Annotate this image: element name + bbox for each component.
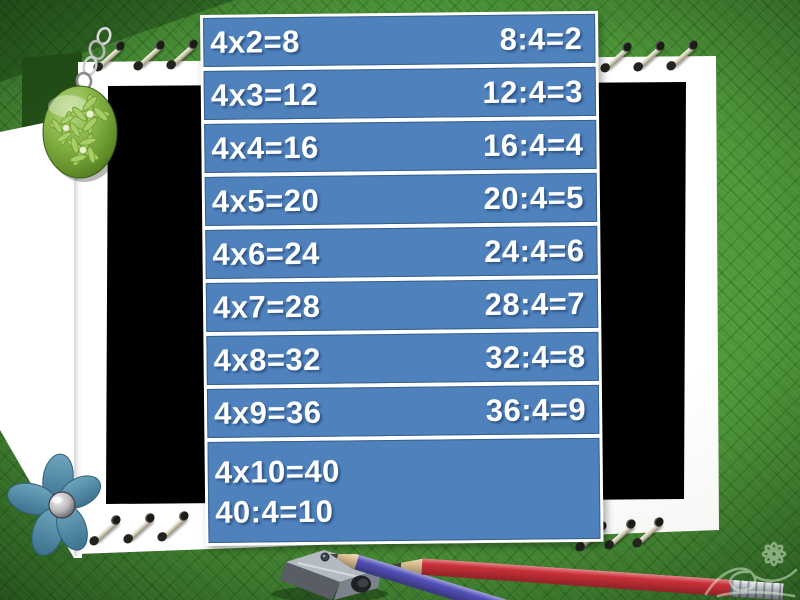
table-row: 4x9=36 36:4=9 xyxy=(206,384,600,438)
green-charm-pendant-icon xyxy=(42,26,122,182)
division-fact: 40:4=10 xyxy=(215,493,334,530)
table-row: 4x3=12 12:4=3 xyxy=(203,66,597,120)
multiplication-fact: 4x6=24 xyxy=(212,235,320,272)
multiplication-fact: 4x5=20 xyxy=(211,182,320,219)
table-row-last: 4x10=40 40:4=10 xyxy=(207,437,601,543)
table-row: 4x4=16 16:4=4 xyxy=(204,119,597,173)
multiplication-fact: 4x4=16 xyxy=(211,129,319,166)
table-row: 4x2=8 8:4=2 xyxy=(203,13,596,67)
table-row: 4x7=28 28:4=7 xyxy=(205,278,599,332)
division-fact: 36:4=9 xyxy=(485,391,587,428)
table-row: 4x5=20 20:4=5 xyxy=(204,172,598,226)
multiplication-fact: 4x2=8 xyxy=(210,23,301,60)
multiplication-fact: 4x10=40 xyxy=(214,453,341,490)
multiplication-fact: 4x7=28 xyxy=(212,288,321,325)
times-table: 4x2=8 8:4=2 4x3=12 12:4=3 4x4=16 16:4=4 4x5=20… xyxy=(200,10,604,546)
division-fact: 28:4=7 xyxy=(484,285,586,322)
multiplication-fact: 4x9=36 xyxy=(213,394,322,431)
division-fact: 20:4=5 xyxy=(483,179,585,216)
blue-flower-icon xyxy=(7,453,102,556)
division-fact: 24:4=6 xyxy=(483,232,585,269)
division-fact: 32:4=8 xyxy=(485,338,586,375)
corner-flourish-icon xyxy=(704,541,798,598)
division-fact: 8:4=2 xyxy=(499,20,583,57)
multiplication-fact: 4x3=12 xyxy=(210,76,319,113)
multiplication-fact: 4x8=32 xyxy=(213,341,322,378)
division-fact: 16:4=4 xyxy=(482,126,584,163)
table-row: 4x8=32 32:4=8 xyxy=(206,331,599,385)
table-row: 4x6=24 24:4=6 xyxy=(205,225,598,279)
paper-seam xyxy=(74,118,84,556)
pencil-sharpener-icon xyxy=(272,550,388,600)
division-fact: 12:4=3 xyxy=(482,73,584,110)
